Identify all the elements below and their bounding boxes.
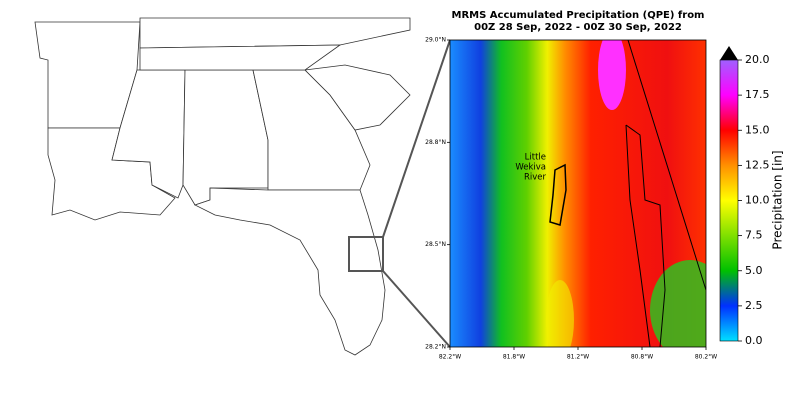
lon-tick-label: 80.2°W — [695, 354, 717, 361]
colorbar-tick-label: 20.0 — [745, 53, 770, 66]
colorbar-tick-label: 0.0 — [745, 334, 763, 347]
annotation: River — [524, 173, 547, 183]
lon-tick-label: 81.8°W — [503, 354, 525, 361]
title: 00Z 28 Sep, 2022 - 00Z 30 Sep, 2022 — [474, 22, 682, 33]
lat-tick-label: 28.8°N — [425, 139, 446, 146]
colorbar-tick-label: 7.5 — [745, 229, 763, 242]
title: MRMS Accumulated Precipitation (QPE) fro… — [452, 10, 705, 21]
colorbar-tick-label: 2.5 — [745, 299, 763, 312]
lat-tick-label: 29.0°N — [425, 37, 446, 44]
annotation: Wekiva — [515, 163, 546, 173]
lat-tick-label: 28.2°N — [425, 344, 446, 351]
colorbar-tick-label: 17.5 — [745, 88, 770, 101]
colorbar-tick-label: 10.0 — [745, 194, 770, 207]
precip-field — [450, 40, 706, 347]
lon-tick-label: 80.8°W — [631, 354, 653, 361]
lat-tick-label: 28.5°N — [425, 241, 446, 248]
colorbar-tick-label: 15.0 — [745, 123, 770, 136]
colorbar-label: Precipitation [in] — [771, 150, 785, 249]
lon-tick-label: 81.2°W — [567, 354, 589, 361]
annotation: Little — [525, 153, 546, 163]
lon-tick-label: 82.2°W — [439, 354, 461, 361]
base-map — [34, 17, 451, 356]
colorbar-tick-label: 12.5 — [745, 158, 770, 171]
colorbar-tick-label: 5.0 — [745, 264, 763, 277]
